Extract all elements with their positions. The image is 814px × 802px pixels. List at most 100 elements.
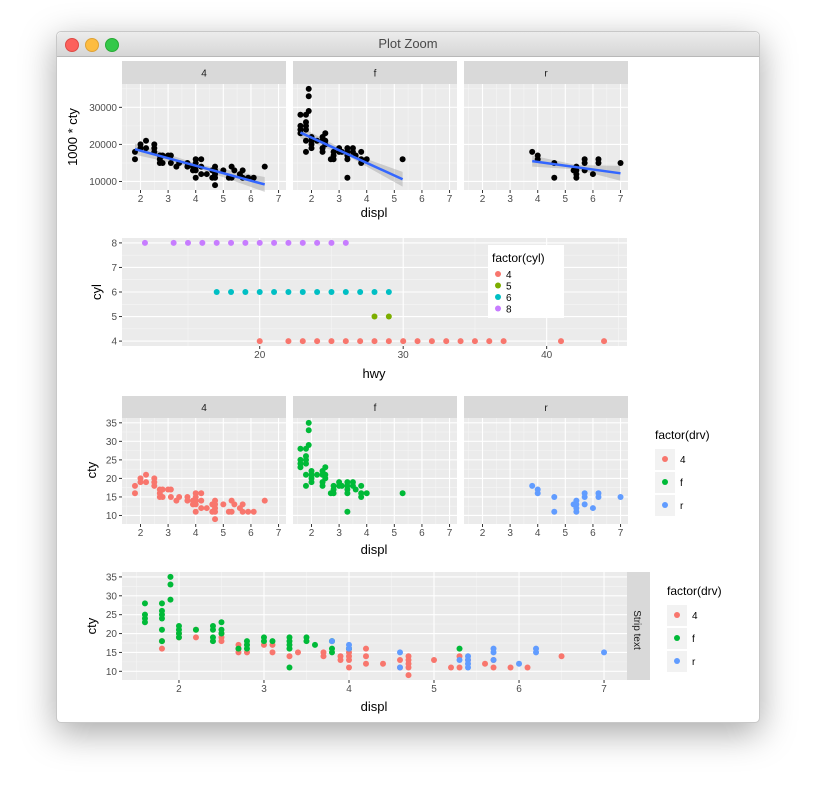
minimize-button[interactable]	[85, 38, 99, 52]
data-point-r	[456, 656, 463, 663]
data-point-f	[158, 600, 165, 607]
data-point	[617, 159, 624, 166]
y-tick-label: 15	[106, 492, 118, 503]
data-point-4	[405, 672, 412, 679]
data-point	[239, 167, 246, 174]
strip-4	[122, 61, 286, 84]
data-point-cyl-4	[428, 338, 435, 345]
data-point	[302, 137, 309, 144]
y-tick-label: 35	[106, 572, 118, 583]
data-point-cyl-4	[486, 338, 493, 345]
data-point	[573, 174, 580, 181]
legend-key-8	[495, 305, 501, 312]
data-point-cyl-6	[256, 289, 263, 295]
data-point-f	[358, 482, 365, 489]
y-axis-title: 1000 * cty	[65, 108, 80, 166]
x-tick-label: 5	[221, 528, 227, 539]
x-axis-title: displ	[361, 542, 388, 557]
data-point-r	[516, 660, 523, 667]
data-point-f	[363, 490, 370, 497]
data-point	[192, 174, 199, 181]
close-button[interactable]	[65, 38, 79, 52]
data-point-f	[302, 471, 309, 478]
x-tick-label: 6	[590, 528, 596, 539]
legend-title: factor(cyl)	[492, 251, 545, 265]
data-point-cyl-4	[601, 338, 608, 345]
data-point-cyl-4	[457, 338, 464, 345]
data-point	[595, 159, 602, 166]
data-point-cyl-4	[371, 338, 378, 345]
strip-r	[464, 396, 628, 418]
smooth-line	[532, 159, 621, 175]
x-tick-label: 2	[309, 528, 315, 539]
data-point-4	[286, 653, 293, 660]
x-tick-label: 5	[431, 684, 437, 695]
data-point-f	[302, 460, 309, 467]
data-point-4	[524, 664, 531, 671]
panel-f-background	[293, 418, 457, 524]
data-point	[143, 137, 150, 144]
data-point	[302, 126, 309, 133]
x-tick-label: 4	[193, 194, 199, 205]
data-point-4	[176, 493, 183, 500]
data-point-4	[320, 653, 327, 660]
x-tick-label: 6	[419, 528, 425, 539]
data-point-f	[167, 596, 174, 603]
data-point-f	[303, 638, 310, 645]
data-point-f	[308, 479, 315, 486]
legend-key-4	[495, 271, 501, 277]
data-point-cyl-4	[385, 338, 392, 345]
data-point-r	[490, 656, 497, 663]
x-axis-title: displ	[361, 699, 388, 714]
data-point	[399, 156, 406, 163]
data-point-cyl-8	[299, 239, 306, 246]
data-point	[131, 156, 138, 163]
data-point-4	[269, 649, 276, 656]
strip-f	[293, 396, 457, 418]
data-point-r	[589, 505, 596, 512]
legend-drv-key-4	[662, 456, 668, 462]
data-point-r	[573, 508, 580, 515]
x-tick-label: 4	[364, 194, 370, 205]
x-axis-title: hwy	[362, 366, 386, 381]
data-point-cyl-6	[328, 289, 335, 295]
data-point-r	[581, 501, 588, 508]
data-point-cyl-4	[400, 338, 407, 345]
x-tick-label: 2	[480, 528, 486, 539]
data-point-4	[345, 656, 352, 663]
data-point-cyl-8	[184, 239, 191, 246]
data-point-4	[431, 656, 438, 663]
y-axis-title: cty	[84, 461, 99, 478]
data-point-f	[158, 626, 165, 633]
title-bar: Plot Zoom	[57, 32, 759, 57]
data-point	[151, 145, 158, 152]
data-point-4	[362, 660, 369, 667]
y-tick-label: 10	[106, 667, 118, 678]
data-point-cyl-8	[314, 239, 321, 246]
data-point-f	[218, 619, 225, 626]
x-tick-label: 5	[563, 528, 569, 539]
data-point-f	[269, 638, 276, 645]
data-point-f	[286, 645, 293, 652]
data-point-4	[143, 479, 150, 486]
data-point-f	[319, 482, 326, 489]
y-tick-label: 30	[106, 437, 118, 448]
x-tick-label: 6	[516, 684, 522, 695]
x-tick-label: 5	[221, 194, 227, 205]
data-point-f	[344, 508, 351, 515]
data-point-f	[286, 664, 293, 671]
data-point	[212, 174, 219, 181]
strip-right	[627, 572, 650, 680]
data-point-f	[243, 645, 250, 652]
y-tick-label: 8	[111, 238, 117, 249]
data-point-4	[362, 653, 369, 660]
x-tick-label: 6	[590, 194, 596, 205]
x-tick-label: 6	[248, 528, 254, 539]
data-point-cyl-6	[242, 289, 249, 295]
panel-4-background	[122, 84, 286, 190]
data-point-4	[228, 508, 235, 515]
zoom-button[interactable]	[105, 38, 119, 52]
legend-drv-key-r	[662, 502, 668, 508]
data-point-4	[239, 501, 246, 508]
data-point-f	[352, 486, 359, 493]
